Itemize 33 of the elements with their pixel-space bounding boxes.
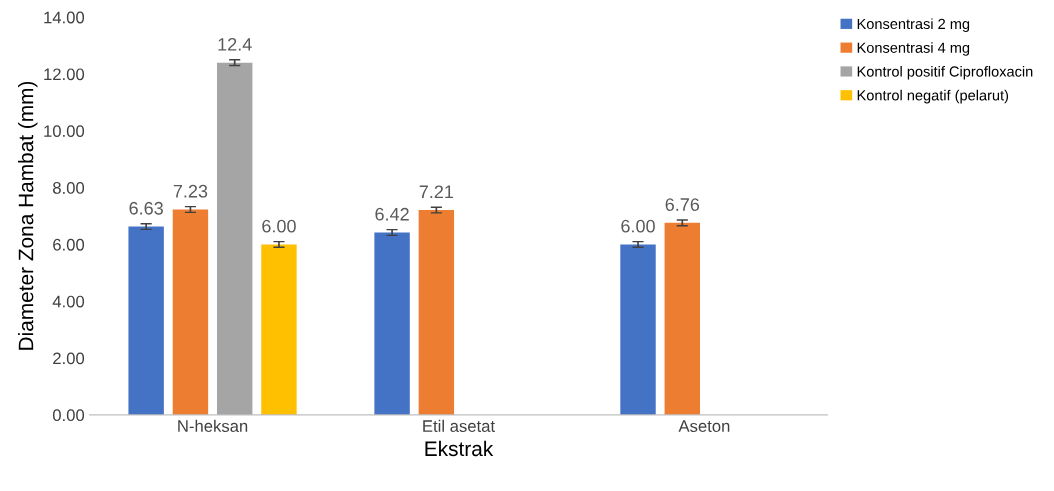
x-axis-title: Ekstrak: [425, 440, 494, 457]
data-label: 6.00: [262, 219, 296, 233]
legend-label: Kontrol positif Ciprofloxacin: [857, 65, 1033, 80]
bar: [172, 209, 209, 415]
y-tick-label: 12.00: [44, 68, 85, 81]
x-tick-label: N-heksan: [178, 419, 248, 432]
data-label: 6.42: [375, 207, 409, 221]
y-tick-label: 8.00: [53, 182, 85, 194]
bar: [128, 226, 164, 415]
y-tick-label: 2.00: [53, 352, 85, 365]
bar: [664, 222, 700, 415]
y-tick-label: 10.00: [44, 125, 85, 138]
y-axis-title: Diameter Zona Hambat (mm): [18, 81, 38, 350]
x-tick-label: Etil asetat: [423, 419, 495, 432]
data-label: 6.76: [665, 198, 700, 211]
data-label: 7.23: [173, 184, 208, 198]
y-tick-label: 14.00: [44, 11, 85, 24]
y-tick-label: 0.00: [52, 409, 85, 422]
data-label: 12.4: [218, 37, 252, 51]
bar: [374, 232, 410, 415]
bar: [620, 244, 656, 415]
data-label: 6.00: [621, 219, 655, 233]
x-tick-label: Aseton: [678, 420, 730, 432]
bar: [261, 244, 297, 415]
legend-label: Konsentrasi 2 mg: [857, 18, 970, 32]
legend-label: Kontrol negatif (pelarut): [857, 89, 1009, 104]
y-tick-label: 6.00: [53, 238, 85, 251]
y-tick-label: 4.00: [52, 295, 85, 308]
data-label: 7.21: [419, 185, 454, 198]
bar: [216, 62, 253, 415]
legend-label: Konsentrasi 4 mg: [857, 42, 970, 56]
bar: [418, 210, 455, 415]
data-label: 6.63: [129, 201, 163, 215]
